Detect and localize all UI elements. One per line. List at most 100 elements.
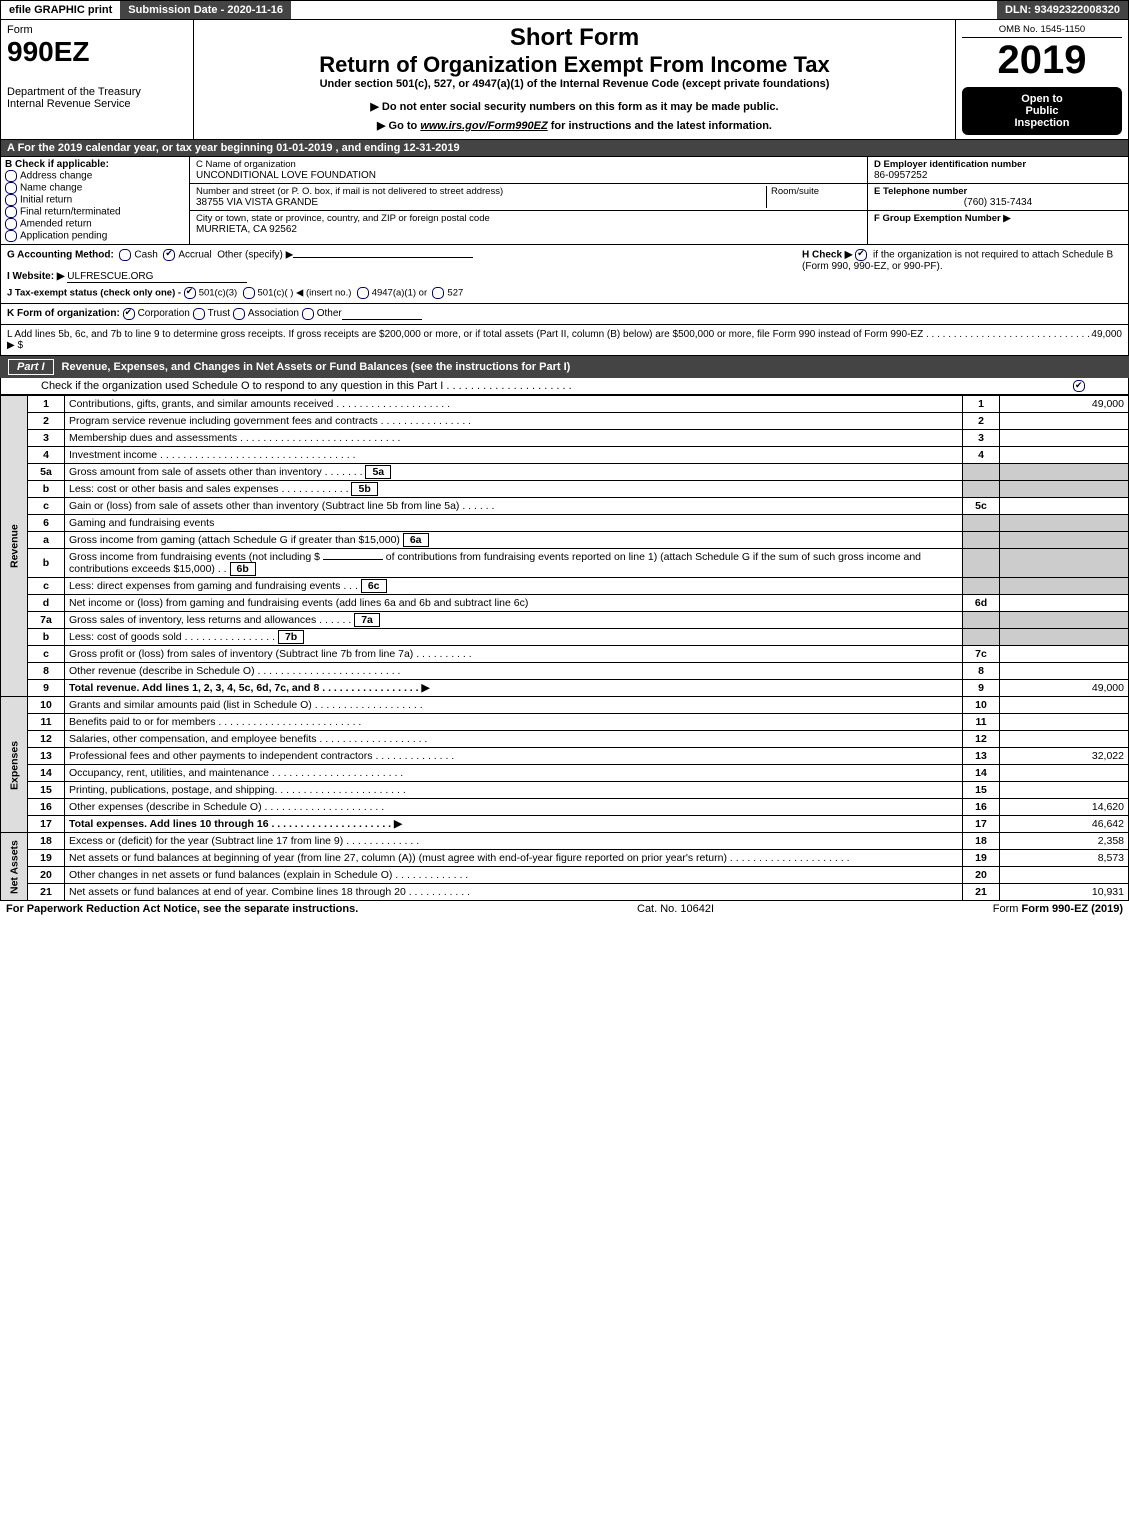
part1-checkbox[interactable] bbox=[1073, 380, 1085, 392]
website-value[interactable]: ULFRESCUE.ORG bbox=[67, 271, 247, 283]
ln-val bbox=[1000, 765, 1129, 782]
header-right: OMB No. 1545-1150 2019 Open to Public In… bbox=[955, 20, 1128, 139]
ein-value: 86-0957252 bbox=[874, 170, 1122, 181]
form-word: Form bbox=[7, 24, 187, 36]
shade-box bbox=[963, 464, 1000, 481]
j-4947: 4947(a)(1) or bbox=[372, 288, 427, 299]
k-label: K Form of organization: bbox=[7, 308, 120, 320]
dln-label: DLN: 93492322008320 bbox=[997, 1, 1128, 19]
table-row: Expenses 10Grants and similar amounts pa… bbox=[1, 697, 1129, 714]
ln-box: 11 bbox=[963, 714, 1000, 731]
527-checkbox[interactable] bbox=[432, 287, 444, 299]
title-main: Return of Organization Exempt From Incom… bbox=[200, 52, 949, 78]
ssn-warning: ▶ Do not enter social security numbers o… bbox=[200, 100, 949, 113]
ln: b bbox=[28, 629, 65, 646]
initial-return: Initial return bbox=[20, 195, 72, 206]
ln-box: 1 bbox=[963, 396, 1000, 413]
table-row: 2Program service revenue including gover… bbox=[1, 413, 1129, 430]
e-label: E Telephone number bbox=[874, 186, 1122, 197]
k-other: Other bbox=[317, 308, 342, 320]
table-row: Net Assets 18Excess or (deficit) for the… bbox=[1, 833, 1129, 850]
corp-checkbox[interactable] bbox=[123, 308, 135, 320]
form-ref: Form Form 990-EZ (2019) bbox=[993, 903, 1123, 915]
4947-checkbox[interactable] bbox=[357, 287, 369, 299]
ln-text: Net assets or fund balances at beginning… bbox=[65, 850, 963, 867]
shade-val bbox=[1000, 578, 1129, 595]
cash-checkbox[interactable] bbox=[119, 249, 131, 261]
ln: 20 bbox=[28, 867, 65, 884]
sub-box: 6c bbox=[361, 579, 387, 593]
ln-box: 12 bbox=[963, 731, 1000, 748]
part1-title: Revenue, Expenses, and Changes in Net As… bbox=[62, 361, 571, 373]
ln-box: 2 bbox=[963, 413, 1000, 430]
ln-val: 10,931 bbox=[1000, 884, 1129, 901]
6b-amount-input[interactable] bbox=[323, 559, 383, 560]
ln: 13 bbox=[28, 748, 65, 765]
open-3: Inspection bbox=[964, 117, 1120, 129]
other-checkbox[interactable] bbox=[302, 308, 314, 320]
expenses-side-label: Expenses bbox=[1, 697, 28, 833]
t: Gross sales of inventory, less returns a… bbox=[69, 614, 351, 626]
efile-label[interactable]: efile GRAPHIC print bbox=[1, 1, 120, 19]
sub-box: 5b bbox=[351, 482, 377, 496]
table-row: bLess: cost or other basis and sales exp… bbox=[1, 481, 1129, 498]
501c3-checkbox[interactable] bbox=[184, 287, 196, 299]
table-row: 9Total revenue. Add lines 1, 2, 3, 4, 5c… bbox=[1, 680, 1129, 697]
ln-text: Benefits paid to or for members . . . . … bbox=[65, 714, 963, 731]
top-bar: efile GRAPHIC print Submission Date - 20… bbox=[0, 0, 1129, 20]
line-l: L Add lines 5b, 6c, and 7b to line 9 to … bbox=[0, 325, 1129, 356]
ln-text: Professional fees and other payments to … bbox=[65, 748, 963, 765]
g-other-input[interactable] bbox=[293, 257, 473, 258]
ln: a bbox=[28, 532, 65, 549]
t: Less: cost or other basis and sales expe… bbox=[69, 483, 349, 495]
ln-box: 21 bbox=[963, 884, 1000, 901]
goto-line: ▶ Go to www.irs.gov/Form990EZ for instru… bbox=[200, 119, 949, 132]
ln-box: 8 bbox=[963, 663, 1000, 680]
ln-val: 14,620 bbox=[1000, 799, 1129, 816]
table-row: cGross profit or (loss) from sales of in… bbox=[1, 646, 1129, 663]
table-row: aGross income from gaming (attach Schedu… bbox=[1, 532, 1129, 549]
l-value: 49,000 bbox=[1091, 329, 1122, 351]
tax-year: 2019 bbox=[962, 38, 1122, 83]
h-checkbox[interactable] bbox=[855, 249, 867, 261]
ln-val: 49,000 bbox=[1000, 680, 1129, 697]
initial-return-checkbox[interactable] bbox=[5, 194, 17, 206]
k-other-input[interactable] bbox=[342, 308, 422, 320]
shade-box bbox=[963, 481, 1000, 498]
ghijkl-block: G Accounting Method: Cash Accrual Other … bbox=[0, 245, 1129, 304]
app-pending-checkbox[interactable] bbox=[5, 230, 17, 242]
name-change-checkbox[interactable] bbox=[5, 182, 17, 194]
final-return-checkbox[interactable] bbox=[5, 206, 17, 218]
addr-change-checkbox[interactable] bbox=[5, 170, 17, 182]
ln-box: 15 bbox=[963, 782, 1000, 799]
table-row: 12Salaries, other compensation, and empl… bbox=[1, 731, 1129, 748]
i-label: I Website: ▶ bbox=[7, 271, 65, 282]
lines-table: Revenue 1Contributions, gifts, grants, a… bbox=[0, 395, 1129, 901]
box-def: D Employer identification number 86-0957… bbox=[868, 157, 1128, 244]
netassets-side-label: Net Assets bbox=[1, 833, 28, 901]
ln: 1 bbox=[28, 396, 65, 413]
ln-text: Investment income . . . . . . . . . . . … bbox=[65, 447, 963, 464]
table-row: 3Membership dues and assessments . . . .… bbox=[1, 430, 1129, 447]
501c-checkbox[interactable] bbox=[243, 287, 255, 299]
table-row: 21Net assets or fund balances at end of … bbox=[1, 884, 1129, 901]
ln-text: Program service revenue including govern… bbox=[65, 413, 963, 430]
goto-link[interactable]: www.irs.gov/Form990EZ bbox=[420, 120, 547, 132]
table-row: 15Printing, publications, postage, and s… bbox=[1, 782, 1129, 799]
accrual-checkbox[interactable] bbox=[163, 249, 175, 261]
ln: 21 bbox=[28, 884, 65, 901]
ln: 17 bbox=[28, 816, 65, 833]
amended-checkbox[interactable] bbox=[5, 218, 17, 230]
ln-text: Excess or (deficit) for the year (Subtra… bbox=[65, 833, 963, 850]
box-c: C Name of organization UNCONDITIONAL LOV… bbox=[190, 157, 868, 244]
page-footer: For Paperwork Reduction Act Notice, see … bbox=[0, 901, 1129, 917]
title-short: Short Form bbox=[200, 24, 949, 52]
ln-text: Contributions, gifts, grants, and simila… bbox=[65, 396, 963, 413]
trust-checkbox[interactable] bbox=[193, 308, 205, 320]
box-b: B Check if applicable: Address change Na… bbox=[1, 157, 190, 244]
table-row: 6Gaming and fundraising events bbox=[1, 515, 1129, 532]
ln-text: Gross income from gaming (attach Schedul… bbox=[65, 532, 963, 549]
t: Less: cost of goods sold . . . . . . . .… bbox=[69, 631, 275, 643]
assoc-checkbox[interactable] bbox=[233, 308, 245, 320]
line-g: G Accounting Method: Cash Accrual Other … bbox=[7, 249, 802, 261]
